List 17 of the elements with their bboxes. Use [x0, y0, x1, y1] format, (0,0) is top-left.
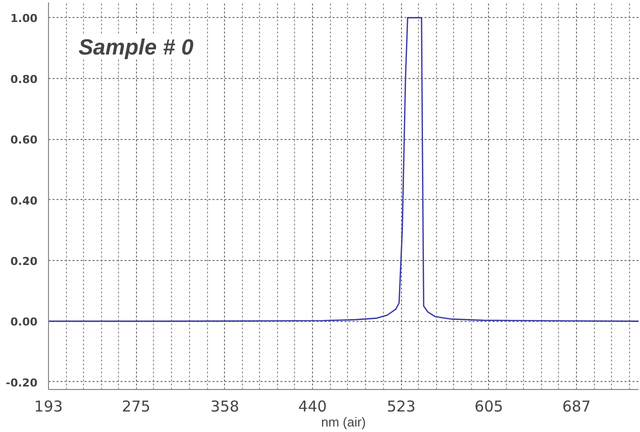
y-tick-label: 0.40 [10, 194, 38, 208]
y-tick-label: -0.20 [6, 376, 38, 390]
annotation: Sample # 0 [78, 34, 194, 60]
x-tick-label: 440 [298, 398, 327, 416]
x-tick-label: 358 [210, 398, 240, 416]
x-tick-label: 523 [386, 398, 416, 416]
x-tick-label: 605 [474, 398, 504, 416]
y-tick-label: 1.00 [10, 12, 38, 26]
y-tick-label: 0.20 [10, 255, 38, 268]
x-tick-label: 687 [562, 398, 591, 416]
y-tick-label: 0.00 [10, 316, 38, 329]
x-axis-title: nm (air) [321, 414, 366, 430]
y-tick-label: 0.80 [10, 72, 38, 86]
y-tick-label: 0.60 [10, 134, 38, 147]
x-tick-label: 193 [34, 398, 63, 416]
x-tick-label: 275 [122, 398, 150, 416]
line-series [48, 17, 638, 322]
